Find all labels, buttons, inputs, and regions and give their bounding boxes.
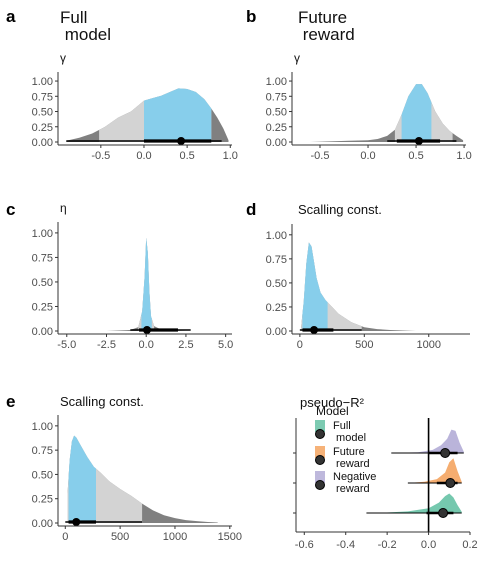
density-inner-interval — [302, 243, 327, 332]
y-tick-label: 0.75 — [266, 254, 287, 266]
point-estimate — [415, 137, 423, 145]
y-tick-label: 1.00 — [32, 228, 53, 240]
legend-title: Model — [316, 404, 349, 418]
density-inner-interval — [144, 88, 211, 142]
panel-a: a Full model γ 0.00 0.25 0.50 0.75 1.00 -0.5 0.0 0… — [6, 7, 238, 162]
point-estimate — [439, 509, 448, 518]
panel-letter: d — [246, 200, 256, 219]
x-tick-label: -0.6 — [295, 539, 314, 551]
legend-label: Full model — [333, 420, 366, 444]
x-tick-label: -0.5 — [91, 150, 110, 162]
y-tick-label: 0.00 — [32, 137, 53, 149]
y-axis-label: γ — [60, 51, 66, 65]
panel-d: d Scalling const. 0.00 0.25 0.50 0.75 1.00 0 500… — [246, 200, 470, 351]
y-tick-label: 0.00 — [266, 326, 287, 338]
panel-title: Scalling const. — [298, 202, 382, 217]
x-tick-label: 0.2 — [462, 539, 477, 551]
y-tick-label: 0.25 — [266, 302, 287, 314]
x-tick-label: 5.0 — [218, 339, 233, 351]
y-tick-label: 0.25 — [32, 301, 53, 313]
y-tick-label: 0.50 — [32, 469, 53, 481]
density-inner-interval — [141, 238, 151, 331]
legend-point-icon — [316, 456, 325, 465]
panel-letter: e — [6, 392, 15, 411]
x-tick-label: 1000 — [417, 339, 441, 351]
panel-letter: c — [6, 200, 15, 219]
y-tick-label: 0.75 — [32, 252, 53, 264]
x-tick-label: 1.0 — [223, 150, 238, 162]
x-tick-label: -0.4 — [336, 539, 355, 551]
y-tick-label: 1.00 — [32, 76, 53, 88]
x-tick-label: 2.5 — [178, 339, 193, 351]
point-estimate — [310, 326, 318, 334]
y-tick-label: 0.00 — [32, 518, 53, 530]
x-tick-label: 0 — [297, 339, 303, 351]
y-tick-label: 0.25 — [266, 122, 287, 134]
point-estimate — [441, 449, 450, 458]
density-inner-interval — [402, 84, 432, 142]
x-tick-label: 0.5 — [179, 150, 194, 162]
y-axis-label: γ — [294, 51, 300, 65]
x-tick-label: 0 — [62, 531, 68, 543]
panel-title: Future reward — [298, 8, 355, 44]
x-tick-label: 500 — [111, 531, 129, 543]
panel-letter: b — [246, 7, 256, 26]
x-tick-label: 500 — [355, 339, 373, 351]
legend-point-icon — [316, 430, 325, 439]
y-tick-label: 0.50 — [32, 277, 53, 289]
density-inner-interval — [69, 436, 96, 523]
y-tick-label: 1.00 — [266, 76, 287, 88]
y-tick-label: 0.75 — [266, 91, 287, 103]
point-estimate — [446, 479, 455, 488]
legend-label: Future reward — [333, 446, 370, 470]
y-tick-label: 0.25 — [32, 122, 53, 134]
x-tick-label: 0.0 — [360, 150, 375, 162]
x-tick-label: 1500 — [218, 531, 242, 543]
panel-title: Full model — [60, 8, 111, 44]
panel-c: c η 0.00 0.25 0.50 0.75 1.00 -5.0 -2.5 0.0 2.5 5.0 — [6, 200, 233, 351]
x-tick-label: 0.5 — [408, 150, 423, 162]
legend-label: Negative reward — [333, 471, 376, 495]
panel-title: Scalling const. — [60, 394, 144, 409]
y-tick-label: 0.50 — [266, 278, 287, 290]
point-estimate — [177, 137, 185, 145]
y-tick-label: 0.00 — [32, 326, 53, 338]
panel-e: e Scalling const. 0.00 0.25 0.50 0.75 1.00 0 500… — [6, 392, 242, 543]
y-tick-label: 0.00 — [266, 137, 287, 149]
x-tick-label: -0.2 — [378, 539, 397, 551]
y-tick-label: 1.00 — [266, 230, 287, 242]
y-tick-label: 0.50 — [32, 107, 53, 119]
density-series-0 — [366, 494, 461, 514]
y-axis-label: η — [60, 201, 67, 215]
x-tick-label: 1.0 — [456, 150, 471, 162]
x-tick-label: 1000 — [163, 531, 187, 543]
x-tick-label: 0.0 — [139, 339, 154, 351]
legend-point-icon — [316, 481, 325, 490]
panel-letter: a — [6, 7, 16, 26]
panel-b: b Future reward γ 0.00 0.25 0.50 0.75 1.00 -0.5 0… — [246, 7, 472, 162]
y-tick-label: 0.50 — [266, 107, 287, 119]
y-tick-label: 0.25 — [32, 494, 53, 506]
x-tick-label: -2.5 — [97, 339, 116, 351]
y-tick-label: 1.00 — [32, 421, 53, 433]
x-tick-label: -0.5 — [311, 150, 330, 162]
x-tick-label: 0.0 — [421, 539, 436, 551]
x-tick-label: -5.0 — [57, 339, 76, 351]
density-series-2 — [391, 430, 464, 453]
point-estimate — [72, 518, 80, 526]
y-tick-label: 0.75 — [32, 445, 53, 457]
x-tick-label: 0.0 — [136, 150, 151, 162]
point-estimate — [143, 326, 151, 334]
y-tick-label: 0.75 — [32, 91, 53, 103]
